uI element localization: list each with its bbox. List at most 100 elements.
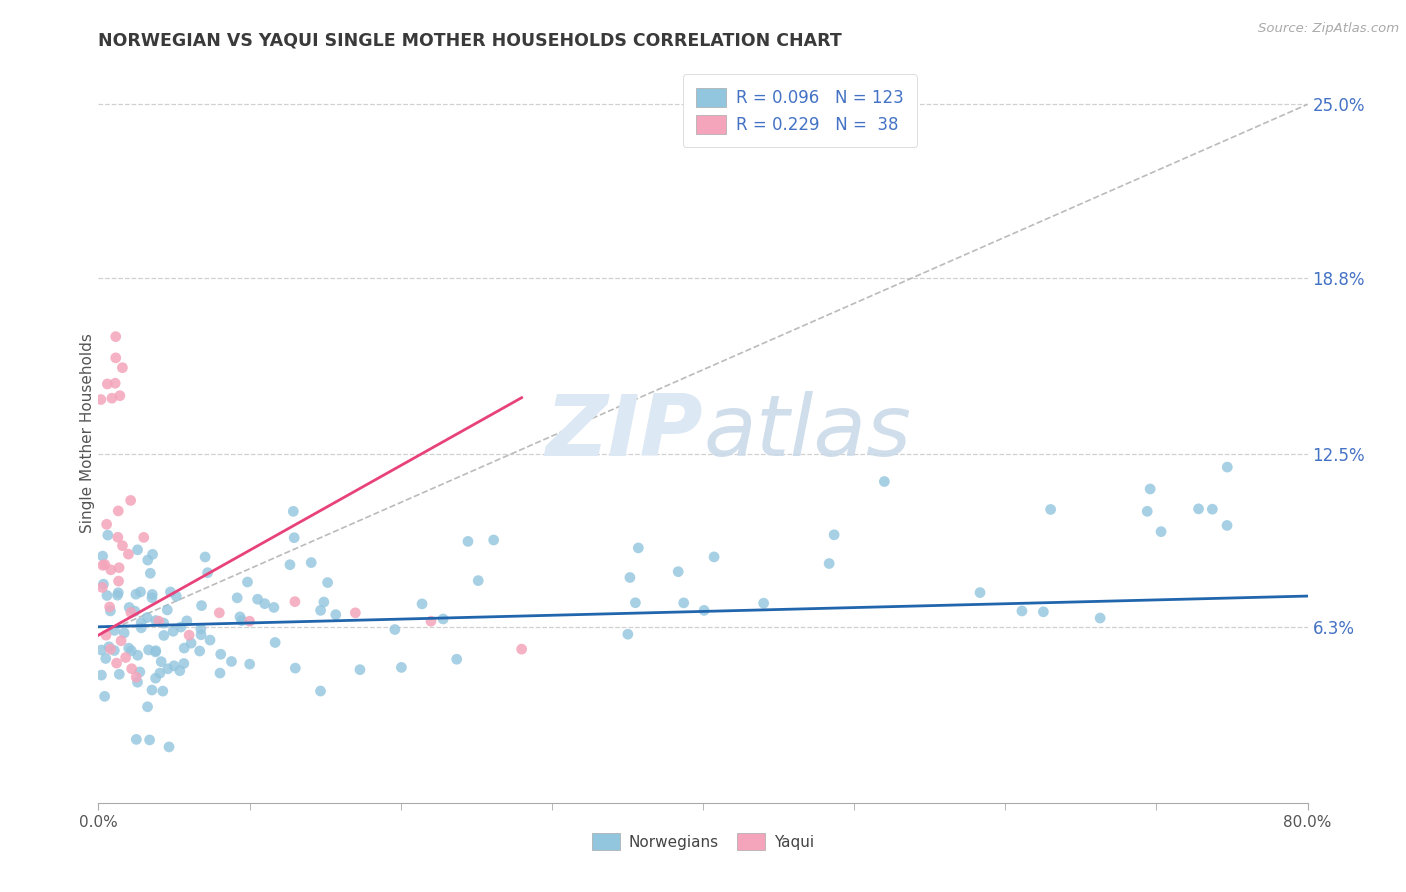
- Point: [141, 591, 163, 605]
- Point: [1201, 502, 1223, 516]
- Text: ZIP: ZIP: [546, 391, 703, 475]
- Point: [93, 577, 115, 591]
- Point: [627, 541, 650, 555]
- Point: [111, 360, 134, 375]
- Point: [108, 389, 131, 403]
- Point: [157, 739, 180, 754]
- Point: [703, 549, 725, 564]
- Point: [145, 671, 167, 685]
- Text: NORWEGIAN VS YAQUI SINGLE MOTHER HOUSEHOLDS CORRELATION CHART: NORWEGIAN VS YAQUI SINGLE MOTHER HOUSEHO…: [98, 32, 842, 50]
- Point: [226, 591, 249, 605]
- Point: [120, 606, 142, 620]
- Point: [103, 643, 125, 657]
- Point: [221, 655, 243, 669]
- Point: [482, 533, 505, 547]
- Point: [136, 610, 159, 624]
- Point: [94, 628, 117, 642]
- Point: [120, 493, 142, 508]
- Point: [91, 581, 114, 595]
- Point: [107, 588, 129, 602]
- Point: [239, 657, 262, 672]
- Text: Source: ZipAtlas.com: Source: ZipAtlas.com: [1258, 22, 1399, 36]
- Point: [142, 547, 165, 561]
- Point: [188, 644, 211, 658]
- Point: [104, 351, 127, 365]
- Point: [129, 585, 152, 599]
- Point: [446, 652, 468, 666]
- Point: [94, 558, 117, 572]
- Point: [284, 661, 307, 675]
- Point: [100, 604, 122, 618]
- Point: [179, 628, 201, 642]
- Point: [129, 615, 152, 630]
- Point: [165, 589, 187, 603]
- Point: [229, 610, 252, 624]
- Point: [121, 662, 143, 676]
- Point: [173, 657, 195, 671]
- Point: [672, 596, 695, 610]
- Point: [145, 645, 167, 659]
- Point: [111, 539, 134, 553]
- Point: [1216, 460, 1239, 475]
- Point: [107, 574, 129, 588]
- Point: [253, 597, 276, 611]
- Point: [325, 607, 347, 622]
- Text: atlas: atlas: [703, 391, 911, 475]
- Point: [138, 643, 160, 657]
- Point: [136, 699, 159, 714]
- Point: [132, 530, 155, 544]
- Point: [91, 549, 114, 563]
- Point: [97, 640, 120, 654]
- Point: [163, 658, 186, 673]
- Point: [194, 549, 217, 564]
- Point: [139, 566, 162, 581]
- Point: [510, 642, 533, 657]
- Point: [152, 615, 174, 630]
- Point: [208, 606, 231, 620]
- Point: [208, 666, 231, 681]
- Point: [176, 614, 198, 628]
- Point: [150, 655, 173, 669]
- Point: [117, 547, 139, 561]
- Point: [1011, 604, 1033, 618]
- Point: [693, 603, 716, 617]
- Point: [125, 670, 148, 684]
- Point: [114, 650, 136, 665]
- Point: [209, 647, 232, 661]
- Point: [97, 528, 120, 542]
- Point: [98, 599, 121, 614]
- Point: [299, 556, 322, 570]
- Point: [190, 622, 212, 636]
- Point: [1139, 482, 1161, 496]
- Point: [90, 643, 112, 657]
- Point: [312, 595, 335, 609]
- Point: [104, 376, 127, 391]
- Point: [170, 620, 193, 634]
- Point: [1088, 611, 1111, 625]
- Point: [411, 597, 433, 611]
- Point: [1150, 524, 1173, 539]
- Point: [873, 475, 896, 489]
- Point: [127, 542, 149, 557]
- Point: [1216, 518, 1239, 533]
- Point: [239, 614, 262, 628]
- Point: [666, 565, 689, 579]
- Point: [112, 626, 135, 640]
- Point: [420, 614, 443, 628]
- Point: [823, 528, 845, 542]
- Point: [118, 641, 141, 656]
- Point: [236, 574, 259, 589]
- Point: [197, 566, 219, 580]
- Point: [617, 627, 640, 641]
- Point: [125, 587, 148, 601]
- Point: [94, 651, 117, 665]
- Point: [1039, 502, 1062, 516]
- Point: [91, 558, 114, 573]
- Point: [93, 690, 115, 704]
- Point: [108, 667, 131, 681]
- Point: [96, 376, 118, 391]
- Point: [104, 329, 127, 343]
- Point: [110, 633, 132, 648]
- Point: [389, 660, 412, 674]
- Point: [246, 592, 269, 607]
